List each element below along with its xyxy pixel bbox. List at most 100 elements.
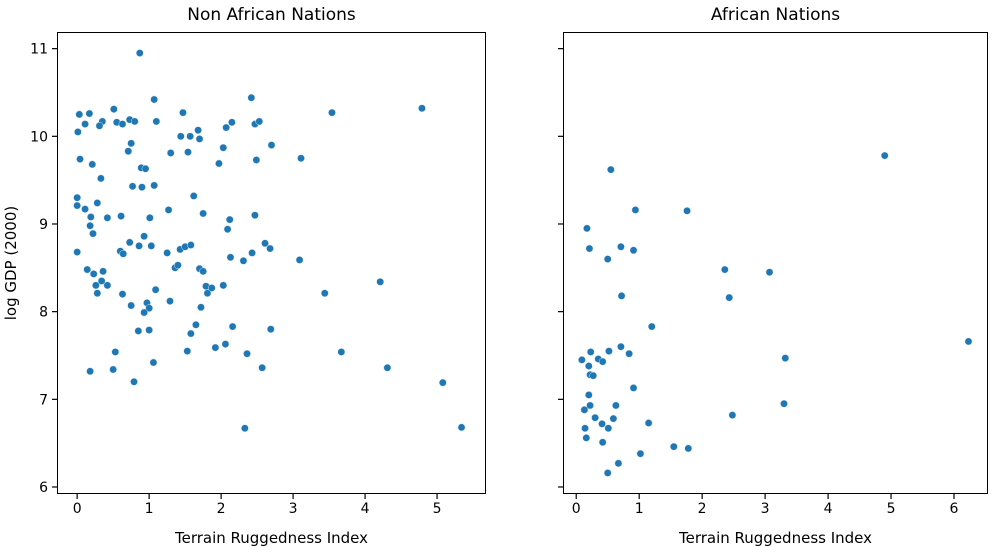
scatter-plot-non-african: 0 1 2 3 4 5 6 7 8 9 10 11	[30, 32, 486, 517]
data-point	[629, 384, 638, 392]
data-point	[97, 277, 106, 285]
data-point	[73, 248, 81, 256]
data-point	[89, 229, 97, 238]
data-point	[111, 348, 120, 356]
data-point	[586, 401, 594, 410]
data-point	[258, 363, 266, 372]
data-point	[81, 120, 89, 128]
data-point	[86, 367, 94, 376]
data-point	[118, 120, 127, 128]
data-point	[243, 349, 251, 358]
data-point	[241, 424, 249, 433]
data-point	[146, 214, 154, 222]
data-point	[614, 459, 623, 468]
axes-spines	[563, 32, 988, 494]
data-point	[145, 326, 153, 334]
data-point	[267, 141, 276, 149]
data-point	[297, 154, 305, 163]
data-point	[584, 362, 593, 370]
data-point	[125, 238, 134, 247]
data-point	[109, 365, 117, 374]
data-point	[192, 320, 200, 329]
data-point	[266, 325, 275, 334]
data-point	[103, 214, 112, 222]
data-point	[183, 347, 192, 355]
data-point	[581, 424, 589, 433]
data-point	[147, 242, 156, 250]
data-point	[138, 183, 146, 192]
data-point	[617, 342, 625, 351]
data-point	[130, 117, 139, 126]
data-point	[584, 391, 593, 399]
data-point	[607, 165, 615, 174]
data-point	[86, 221, 94, 230]
data-point	[222, 123, 230, 132]
data-point	[140, 232, 148, 241]
data-point	[130, 377, 138, 386]
data-point	[226, 253, 235, 262]
data-point	[150, 95, 159, 104]
x-axis-label-non-african: Terrain Ruggedness Index	[174, 529, 369, 547]
y-tick-label: 9	[39, 217, 48, 233]
data-point	[669, 442, 678, 451]
data-point	[438, 378, 447, 387]
data-point	[261, 239, 269, 248]
y-axis-label-non-african: log GDP (2000)	[2, 205, 20, 321]
data-point	[605, 347, 613, 355]
data-point	[187, 241, 195, 249]
data-point	[207, 284, 216, 292]
data-point	[585, 244, 594, 253]
data-point	[186, 132, 195, 141]
data-point	[119, 249, 128, 258]
data-point	[197, 303, 205, 312]
data-point	[223, 225, 232, 234]
data-point	[880, 151, 889, 160]
data-point	[598, 438, 607, 447]
data-point	[251, 211, 259, 220]
data-point	[211, 343, 220, 352]
data-point	[582, 434, 591, 442]
data-point	[219, 143, 228, 152]
data-point	[612, 401, 620, 410]
x-tick-label: 3	[289, 501, 298, 517]
x-tick-label: 5	[433, 501, 442, 517]
data-point	[631, 206, 640, 214]
data-point	[591, 413, 599, 422]
chart-title-non-african: Non African Nations	[187, 5, 356, 25]
data-point	[203, 289, 212, 298]
data-point	[780, 399, 788, 408]
data-point	[124, 147, 133, 156]
data-point	[252, 156, 261, 164]
data-point	[247, 93, 256, 102]
x-tick-label: 5	[887, 501, 896, 517]
data-point	[174, 261, 182, 270]
data-point	[141, 164, 150, 173]
y-tick-label: 6	[39, 480, 48, 496]
data-point	[457, 423, 466, 432]
subplot-non-african-nations: Non African Nations 0 1 2 3 4 5 6 7 8 9 10 11 Terra…	[2, 5, 486, 547]
data-point	[728, 411, 737, 419]
y-tick-label: 8	[39, 305, 48, 321]
chart-title-african: African Nations	[710, 5, 841, 25]
x-tick-label: 2	[217, 501, 226, 517]
data-point	[228, 322, 237, 331]
data-point	[225, 215, 234, 224]
data-point	[647, 322, 656, 331]
data-point	[603, 255, 612, 263]
data-point	[199, 209, 207, 218]
data-point	[609, 414, 618, 423]
data-point	[73, 201, 81, 210]
data-point	[195, 135, 204, 143]
data-point	[215, 159, 223, 168]
data-point	[179, 108, 187, 117]
data-point	[83, 265, 92, 274]
y-tick-label: 11	[30, 42, 48, 58]
data-point	[376, 278, 385, 286]
data-point	[145, 304, 153, 312]
data-point	[135, 49, 144, 57]
data-point	[720, 265, 729, 274]
x-tick-label: 0	[73, 501, 82, 517]
x-tick-label: 1	[145, 501, 154, 517]
data-point	[187, 329, 195, 338]
